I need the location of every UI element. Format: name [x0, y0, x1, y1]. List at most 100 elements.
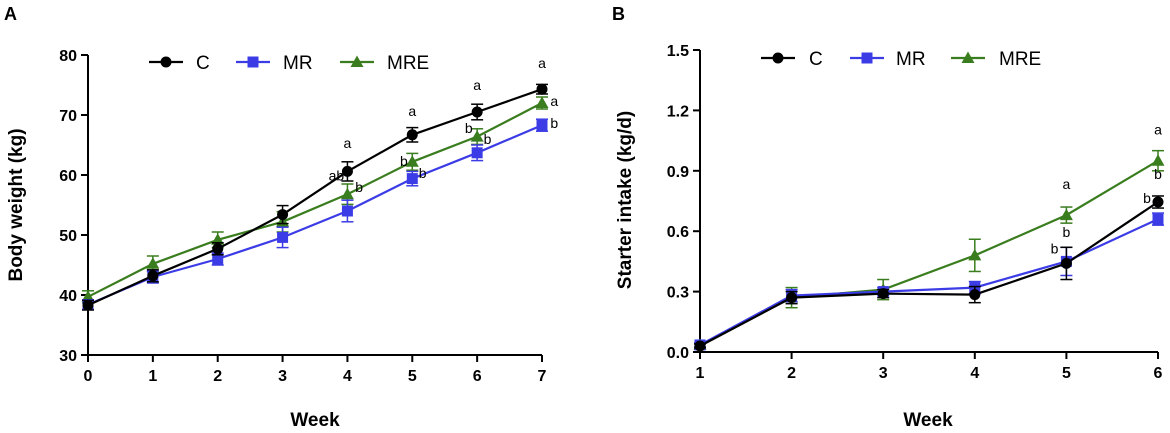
legend-label-mr: MR — [896, 49, 926, 70]
legend-label-mre: MRE — [999, 49, 1041, 70]
data-point-c — [212, 243, 224, 255]
x-tick-label: 5 — [408, 368, 417, 385]
significance-letter: a — [550, 93, 558, 109]
x-tick-label: 3 — [278, 368, 287, 385]
data-point-mr — [1152, 213, 1164, 225]
legend-label-mre: MRE — [387, 53, 429, 74]
significance-letter: b — [355, 179, 363, 195]
significance-letter: a — [538, 55, 546, 71]
data-point-mre — [1059, 208, 1073, 221]
series-line-mre — [87, 102, 543, 298]
y-tick-label: 70 — [59, 108, 77, 125]
data-point-mre — [146, 257, 160, 269]
y-tick-label: 1.5 — [667, 43, 689, 60]
significance-letter: b — [550, 115, 558, 131]
data-point-c — [786, 292, 798, 304]
y-tick-label: 50 — [59, 228, 77, 245]
series-line-c — [87, 88, 543, 307]
series-line-mr — [87, 124, 543, 306]
x-tick-label: 0 — [84, 368, 93, 385]
legend-marker-mre — [350, 55, 364, 67]
x-axis-title: Week — [903, 410, 953, 431]
x-tick-label: 6 — [473, 368, 482, 385]
x-tick-label: 1 — [148, 368, 157, 385]
data-point-c — [536, 83, 548, 95]
legend-label-c: C — [809, 49, 823, 70]
y-tick-label: 0.0 — [667, 345, 689, 362]
data-point-mre — [1151, 154, 1165, 166]
data-point-mre — [211, 233, 225, 245]
legend-label-c: C — [196, 53, 210, 74]
data-point-c — [406, 129, 418, 141]
significance-letter: a — [1154, 122, 1162, 138]
y-tick-label: 0.9 — [667, 164, 689, 181]
data-point-mre — [340, 187, 354, 200]
legend: C MR MRE — [761, 49, 1041, 70]
data-point-mre — [968, 248, 982, 261]
y-tick-label: 1.2 — [667, 103, 689, 120]
starter-intake-chart: 0.0 0.3 0.6 0.9 1.2 1.5 1 2 3 4 5 6 Starter intake… — [615, 43, 1165, 431]
data-point-mr — [341, 205, 353, 217]
data-point-c — [277, 209, 289, 221]
y-tick-label: 60 — [59, 168, 77, 185]
body-weight-chart: 30 40 50 60 70 80 0 1 2 3 4 5 6 7 Body weight (kg) W… — [6, 48, 558, 431]
series-line-c — [699, 201, 1159, 347]
significance-letter: a — [473, 77, 481, 93]
x-tick-label: 7 — [538, 368, 547, 385]
series-layer — [81, 83, 549, 311]
significance-letter: ab — [329, 167, 345, 183]
y-ticks: 30 40 50 60 70 80 — [59, 48, 88, 365]
data-point-c — [694, 340, 706, 352]
data-point-c — [147, 270, 159, 282]
panel-letter-a: A — [4, 4, 17, 24]
data-point-c — [1060, 257, 1072, 269]
y-tick-label: 0.3 — [667, 285, 689, 302]
y-axis-title: Starter intake (kg/d) — [615, 111, 636, 289]
x-tick-label: 5 — [1062, 365, 1071, 382]
data-point-mre — [81, 290, 95, 302]
significance-letter: b — [419, 165, 427, 181]
x-axis-title: Week — [290, 410, 340, 431]
significance-letter: b — [465, 120, 473, 136]
x-tick-label: 2 — [787, 365, 796, 382]
significance-letter: b — [1063, 224, 1071, 240]
significance-letter: b — [1143, 190, 1151, 206]
y-ticks: 0.0 0.3 0.6 0.9 1.2 1.5 — [667, 43, 700, 362]
y-axis-title: Body weight (kg) — [6, 128, 27, 281]
significance-letter: b — [1154, 166, 1162, 182]
significance-letter: b — [484, 131, 492, 147]
x-tick-label: 3 — [879, 365, 888, 382]
data-point-c — [877, 288, 889, 300]
y-tick-label: 0.6 — [667, 224, 689, 241]
legend-marker-c — [772, 52, 784, 64]
x-tick-label: 1 — [696, 365, 705, 382]
legend: C MR MRE — [149, 53, 429, 74]
x-ticks: 0 1 2 3 4 5 6 7 — [84, 355, 547, 385]
significance-letter: a — [344, 135, 352, 151]
y-tick-label: 80 — [59, 48, 77, 65]
data-point-mr — [536, 119, 548, 131]
significance-letter: a — [1063, 176, 1071, 192]
legend-marker-mr — [247, 56, 259, 68]
data-point-c — [969, 289, 981, 301]
x-tick-label: 4 — [970, 365, 979, 382]
x-tick-label: 6 — [1154, 365, 1163, 382]
significance-letter: b — [400, 153, 408, 169]
series-line-mr — [699, 218, 1159, 346]
y-tick-label: 30 — [59, 348, 77, 365]
data-point-c — [1152, 196, 1164, 208]
x-tick-label: 2 — [213, 368, 222, 385]
data-point-c — [341, 165, 353, 177]
significance-letter: a — [408, 103, 416, 119]
data-point-c — [82, 299, 94, 311]
data-point-mr — [277, 231, 289, 243]
data-point-mr — [406, 173, 418, 185]
data-point-mre — [405, 155, 419, 167]
x-ticks: 1 2 3 4 5 6 — [696, 352, 1163, 382]
significance-letter: b — [1051, 240, 1059, 256]
x-tick-label: 4 — [343, 368, 352, 385]
legend-marker-mre — [961, 51, 975, 63]
